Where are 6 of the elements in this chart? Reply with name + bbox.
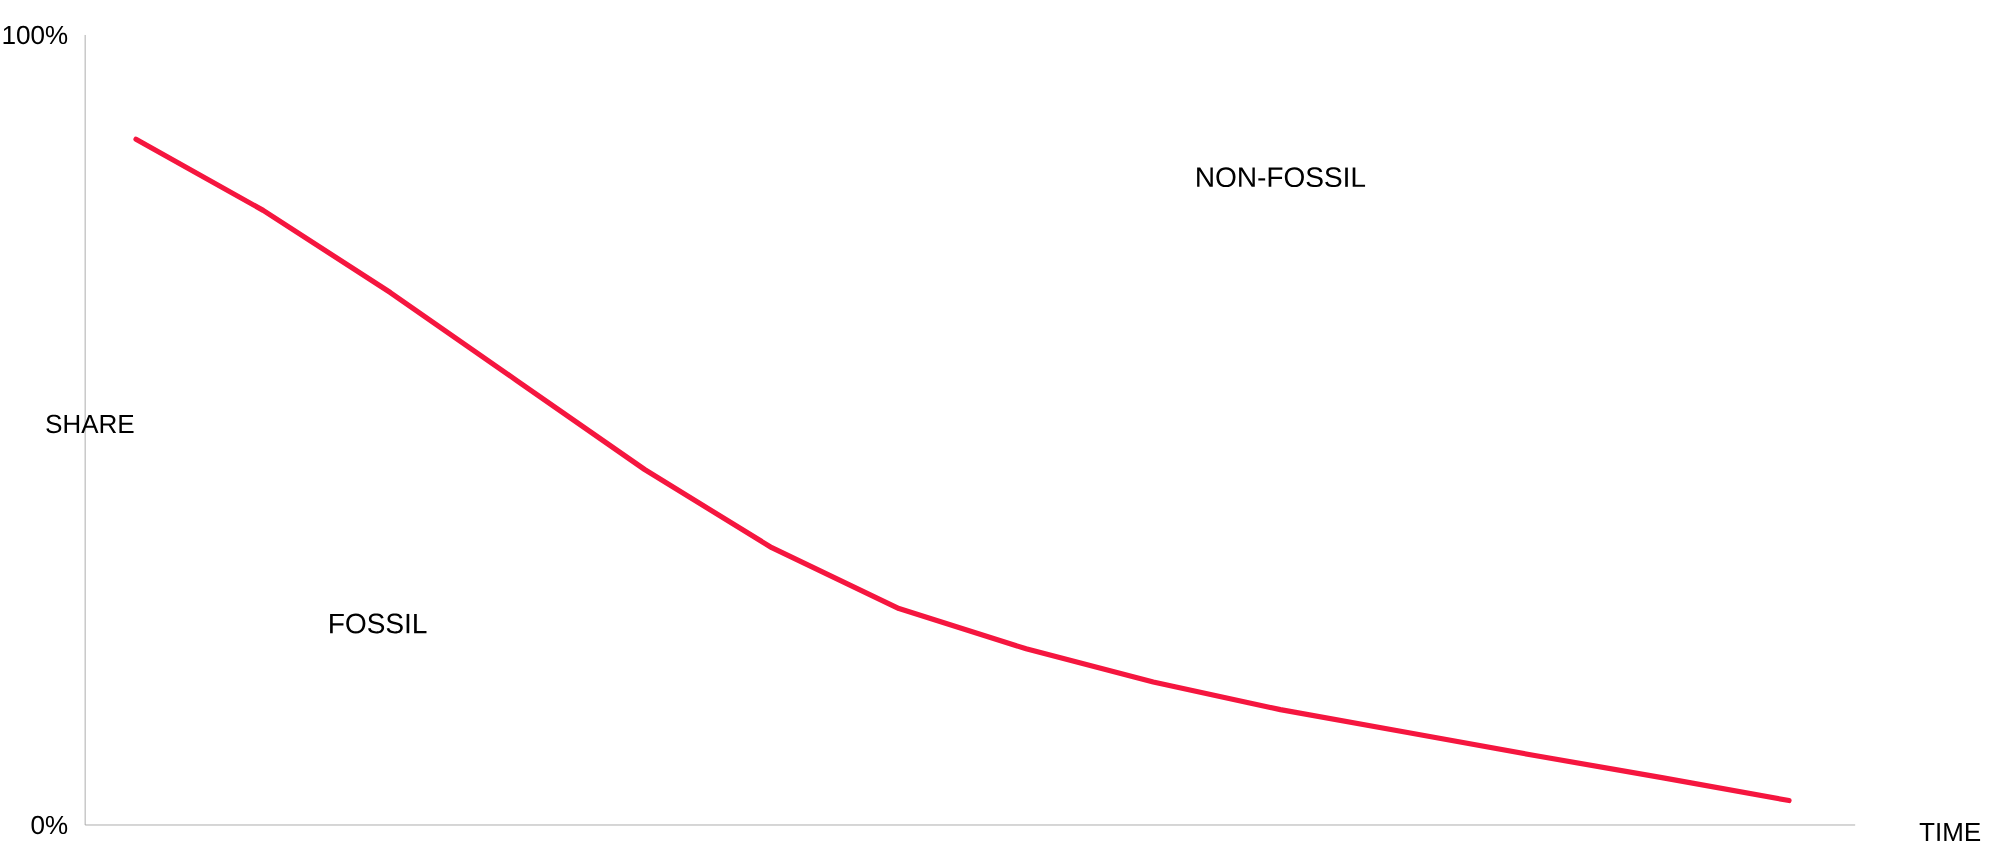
y-tick-label: 100% — [3, 25, 68, 45]
x-axis-title: TIME — [1919, 823, 1981, 841]
annotation: FOSSIL — [330, 613, 427, 634]
y-tick-label: 0% — [31, 815, 68, 835]
annotation: NON-FOSSIL — [1197, 167, 1366, 188]
y-axis-title: SHARE — [46, 414, 134, 434]
